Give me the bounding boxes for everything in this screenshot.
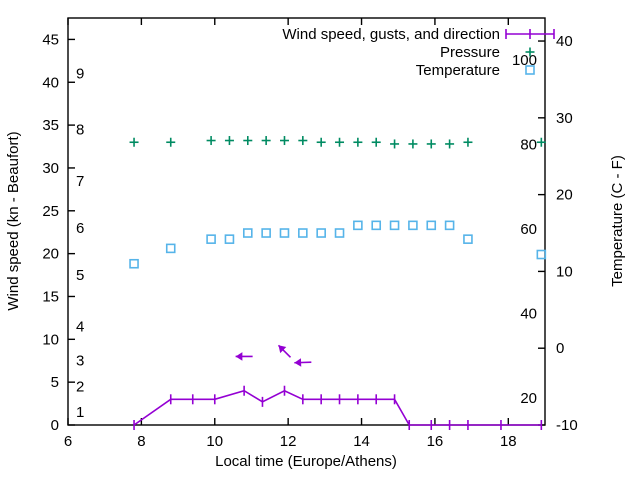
wind-direction-arrow bbox=[294, 358, 312, 367]
temperature-marker bbox=[224, 234, 235, 244]
x-tick-label: 16 bbox=[427, 433, 444, 450]
temperature-marker bbox=[536, 249, 547, 260]
temperature-marker bbox=[261, 228, 271, 238]
wind-speed-line bbox=[133, 389, 542, 426]
series-1 bbox=[133, 385, 543, 430]
y2-tick-label: 40 bbox=[556, 33, 573, 50]
wind-direction-arrows bbox=[235, 344, 312, 367]
legend: Wind speed, gusts, and directionPressure… bbox=[282, 26, 555, 79]
fahrenheit-label: 40 bbox=[520, 306, 537, 323]
fahrenheit-label: 60 bbox=[520, 221, 537, 238]
y-tick-label: 0 bbox=[51, 417, 59, 434]
y-tick-label: 25 bbox=[42, 203, 59, 220]
temperature-marker bbox=[389, 220, 400, 231]
data-series-group bbox=[129, 136, 547, 430]
plot-frame bbox=[67, 17, 546, 426]
y-axis-ticks: 0 5 10 15 20 25 30 35 40 45 bbox=[42, 31, 75, 434]
temperature-marker bbox=[426, 220, 437, 231]
temperature-marker bbox=[242, 228, 253, 238]
arrow-head bbox=[235, 352, 243, 361]
fahrenheit-label: 20 bbox=[520, 390, 537, 407]
arrow-head bbox=[278, 345, 287, 354]
y2-tick-label: 0 bbox=[556, 340, 564, 357]
x-axis-ticks: 6 8 10 12 14 16 18 bbox=[64, 18, 517, 450]
series-2 bbox=[129, 136, 546, 149]
wind-direction-arrow bbox=[235, 352, 253, 361]
y-tick-label: 40 bbox=[42, 74, 59, 91]
temperature-marker bbox=[165, 243, 176, 254]
y2-tick-label: -10 bbox=[556, 417, 578, 434]
x-axis-title: Local time (Europe/Athens) bbox=[215, 453, 397, 470]
beaufort-label: 6 bbox=[76, 220, 84, 237]
y-tick-label: 15 bbox=[42, 288, 59, 305]
temperature-marker bbox=[334, 228, 345, 238]
y2-tick-label: 10 bbox=[556, 263, 573, 280]
beaufort-label: 8 bbox=[76, 121, 84, 138]
beaufort-label: 1 bbox=[76, 404, 84, 421]
temperature-marker bbox=[298, 228, 308, 238]
temperature-marker bbox=[408, 220, 418, 231]
y-tick-label: 45 bbox=[42, 31, 59, 48]
y-tick-label: 5 bbox=[51, 374, 59, 391]
series-3 bbox=[129, 220, 547, 269]
y-tick-label: 20 bbox=[42, 246, 59, 263]
beaufort-label: 3 bbox=[76, 353, 84, 370]
x-tick-label: 10 bbox=[206, 433, 223, 450]
beaufort-label: 2 bbox=[76, 378, 84, 395]
temperature-marker bbox=[463, 234, 473, 244]
y2-axis-title: Temperature (C - F) bbox=[609, 155, 626, 287]
y-tick-label: 30 bbox=[42, 160, 59, 177]
plot-frame-group bbox=[67, 17, 546, 426]
temperature-marker bbox=[279, 228, 290, 238]
arrow-head bbox=[294, 358, 302, 367]
beaufort-label: 5 bbox=[76, 267, 84, 284]
x-tick-label: 14 bbox=[353, 433, 370, 450]
legend-sample-temperature bbox=[525, 65, 535, 75]
beaufort-label: 4 bbox=[76, 318, 84, 335]
y-tick-label: 10 bbox=[42, 331, 59, 348]
x-tick-label: 6 bbox=[64, 433, 72, 450]
legend-label-1[interactable]: Wind speed, gusts, and direction bbox=[282, 26, 500, 43]
legend-label-3[interactable]: Temperature bbox=[416, 62, 500, 79]
x-tick-label: 12 bbox=[280, 433, 297, 450]
fahrenheit-label: 80 bbox=[520, 137, 537, 154]
x-tick-label: 18 bbox=[500, 433, 517, 450]
legend-label-2[interactable]: Pressure bbox=[440, 44, 500, 61]
temperature-marker bbox=[371, 220, 382, 231]
y2-tick-label: 30 bbox=[556, 110, 573, 127]
temperature-marker bbox=[316, 228, 326, 238]
wind-direction-arrow bbox=[277, 344, 292, 358]
temperature-marker bbox=[353, 220, 363, 231]
beaufort-scale-labels: 1 2 3 4 5 6 7 8 9 bbox=[76, 66, 84, 421]
temperature-marker bbox=[206, 234, 216, 244]
x-tick-label: 8 bbox=[137, 433, 145, 450]
y-axis-title: Wind speed (kn - Beaufort) bbox=[5, 131, 22, 310]
temperature-marker bbox=[129, 258, 139, 269]
y2-tick-label: 20 bbox=[556, 187, 573, 204]
y-tick-label: 35 bbox=[42, 117, 59, 134]
beaufort-label: 9 bbox=[76, 66, 84, 83]
y2-axis-ticks: -10 0 10 20 30 40 bbox=[538, 33, 578, 434]
beaufort-label: 7 bbox=[76, 173, 84, 190]
temperature-marker bbox=[444, 220, 455, 231]
